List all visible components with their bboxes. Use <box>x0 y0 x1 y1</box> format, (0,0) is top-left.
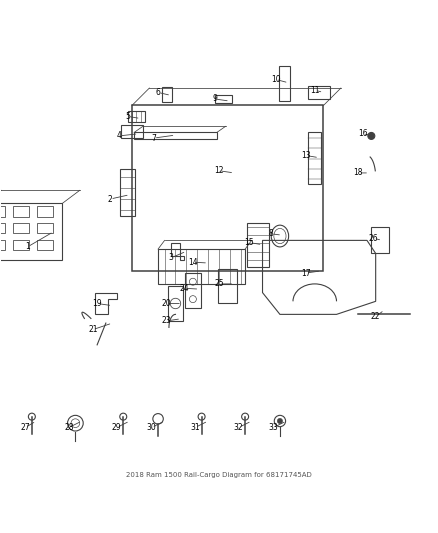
Text: 26: 26 <box>369 233 378 243</box>
Text: 25: 25 <box>214 279 224 288</box>
Text: 31: 31 <box>190 423 200 432</box>
Text: 7: 7 <box>151 134 156 143</box>
Bar <box>120 168 135 216</box>
Text: 19: 19 <box>92 299 102 308</box>
Bar <box>127 111 145 122</box>
Text: 9: 9 <box>212 94 217 103</box>
Text: 5: 5 <box>125 112 130 121</box>
Text: 29: 29 <box>112 423 121 432</box>
Text: 18: 18 <box>353 168 363 177</box>
Bar <box>185 273 201 308</box>
Bar <box>13 206 29 217</box>
Bar <box>215 94 232 103</box>
Text: 11: 11 <box>310 86 319 95</box>
Bar <box>37 239 53 250</box>
Text: 6: 6 <box>155 88 160 97</box>
Text: 2: 2 <box>108 195 113 204</box>
Text: 22: 22 <box>371 312 381 321</box>
Bar <box>13 223 29 233</box>
Text: 20: 20 <box>162 299 172 308</box>
Bar <box>218 269 237 303</box>
Text: 30: 30 <box>147 423 156 432</box>
Circle shape <box>368 133 375 140</box>
Bar <box>13 239 29 250</box>
Bar <box>279 66 290 101</box>
Text: 28: 28 <box>64 423 74 432</box>
Text: 32: 32 <box>234 423 244 432</box>
Text: 33: 33 <box>268 423 278 432</box>
Text: 4: 4 <box>117 132 121 140</box>
Text: 15: 15 <box>245 238 254 247</box>
Text: 14: 14 <box>188 257 198 266</box>
Bar <box>247 223 269 266</box>
Bar <box>308 132 321 184</box>
Text: 24: 24 <box>180 284 189 293</box>
Bar <box>371 228 389 254</box>
Bar <box>162 87 172 102</box>
Text: 3: 3 <box>169 253 173 262</box>
Text: 10: 10 <box>271 75 280 84</box>
Text: 27: 27 <box>21 423 30 432</box>
Bar <box>132 106 323 271</box>
Text: 17: 17 <box>301 269 311 278</box>
Bar <box>37 223 53 233</box>
Bar <box>0 206 5 217</box>
Text: 2018 Ram 1500 Rail-Cargo Diagram for 68171745AD: 2018 Ram 1500 Rail-Cargo Diagram for 681… <box>126 472 312 479</box>
Text: 16: 16 <box>358 130 367 138</box>
Bar <box>37 206 53 217</box>
Text: 13: 13 <box>301 151 311 160</box>
Circle shape <box>277 418 283 424</box>
Text: 21: 21 <box>88 325 98 334</box>
Bar <box>0 204 62 260</box>
Bar <box>168 286 184 321</box>
Bar <box>308 86 330 99</box>
Text: 23: 23 <box>162 317 172 326</box>
Text: 1: 1 <box>25 243 30 252</box>
Bar <box>0 239 5 250</box>
Text: 12: 12 <box>214 166 224 175</box>
Bar <box>0 223 5 233</box>
Text: 8: 8 <box>269 229 274 238</box>
Bar <box>134 133 217 140</box>
Bar <box>121 125 143 138</box>
Bar <box>158 249 245 284</box>
